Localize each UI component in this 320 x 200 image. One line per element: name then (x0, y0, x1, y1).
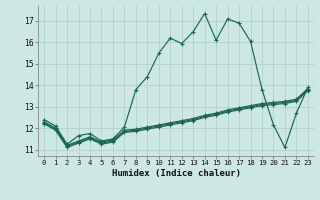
X-axis label: Humidex (Indice chaleur): Humidex (Indice chaleur) (111, 169, 241, 178)
